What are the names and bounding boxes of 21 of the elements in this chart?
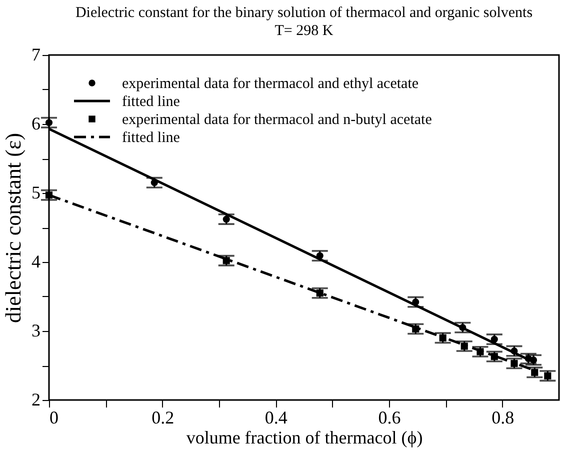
legend-label: experimental data for thermacol and ethyl acetate xyxy=(122,76,419,92)
y-tick-label: 3 xyxy=(32,320,40,340)
chart-subtitle: T= 298 K xyxy=(274,23,334,39)
chart-title: Dielectric constant for the binary solution of thermacol and organic solvents xyxy=(75,5,533,21)
y-tick-label: 7 xyxy=(32,44,40,64)
y-axis-title: dielectric constant (ε) xyxy=(0,132,26,324)
x-tick-label: 0.6 xyxy=(378,408,401,428)
y-tick-label: 2 xyxy=(32,390,40,410)
legend-label: experimental data for thermacol and n-butyl acetate xyxy=(122,112,432,128)
y-tick-label: 5 xyxy=(32,182,40,202)
legend-label: fitted line xyxy=(122,94,180,110)
x-tick-label: 0.4 xyxy=(264,408,288,428)
x-tick-label: 0 xyxy=(50,408,58,428)
legend-label: fitted line xyxy=(122,130,180,146)
y-tick-label: 6 xyxy=(32,114,40,134)
x-tick-label: 0.8 xyxy=(492,408,514,428)
point xyxy=(222,216,230,223)
x-tick-label: 0.2 xyxy=(152,408,174,428)
point xyxy=(544,372,552,380)
y-tick-label: 4 xyxy=(32,252,40,272)
x-axis-title: volume fraction of thermacol (ϕ) xyxy=(186,428,423,448)
